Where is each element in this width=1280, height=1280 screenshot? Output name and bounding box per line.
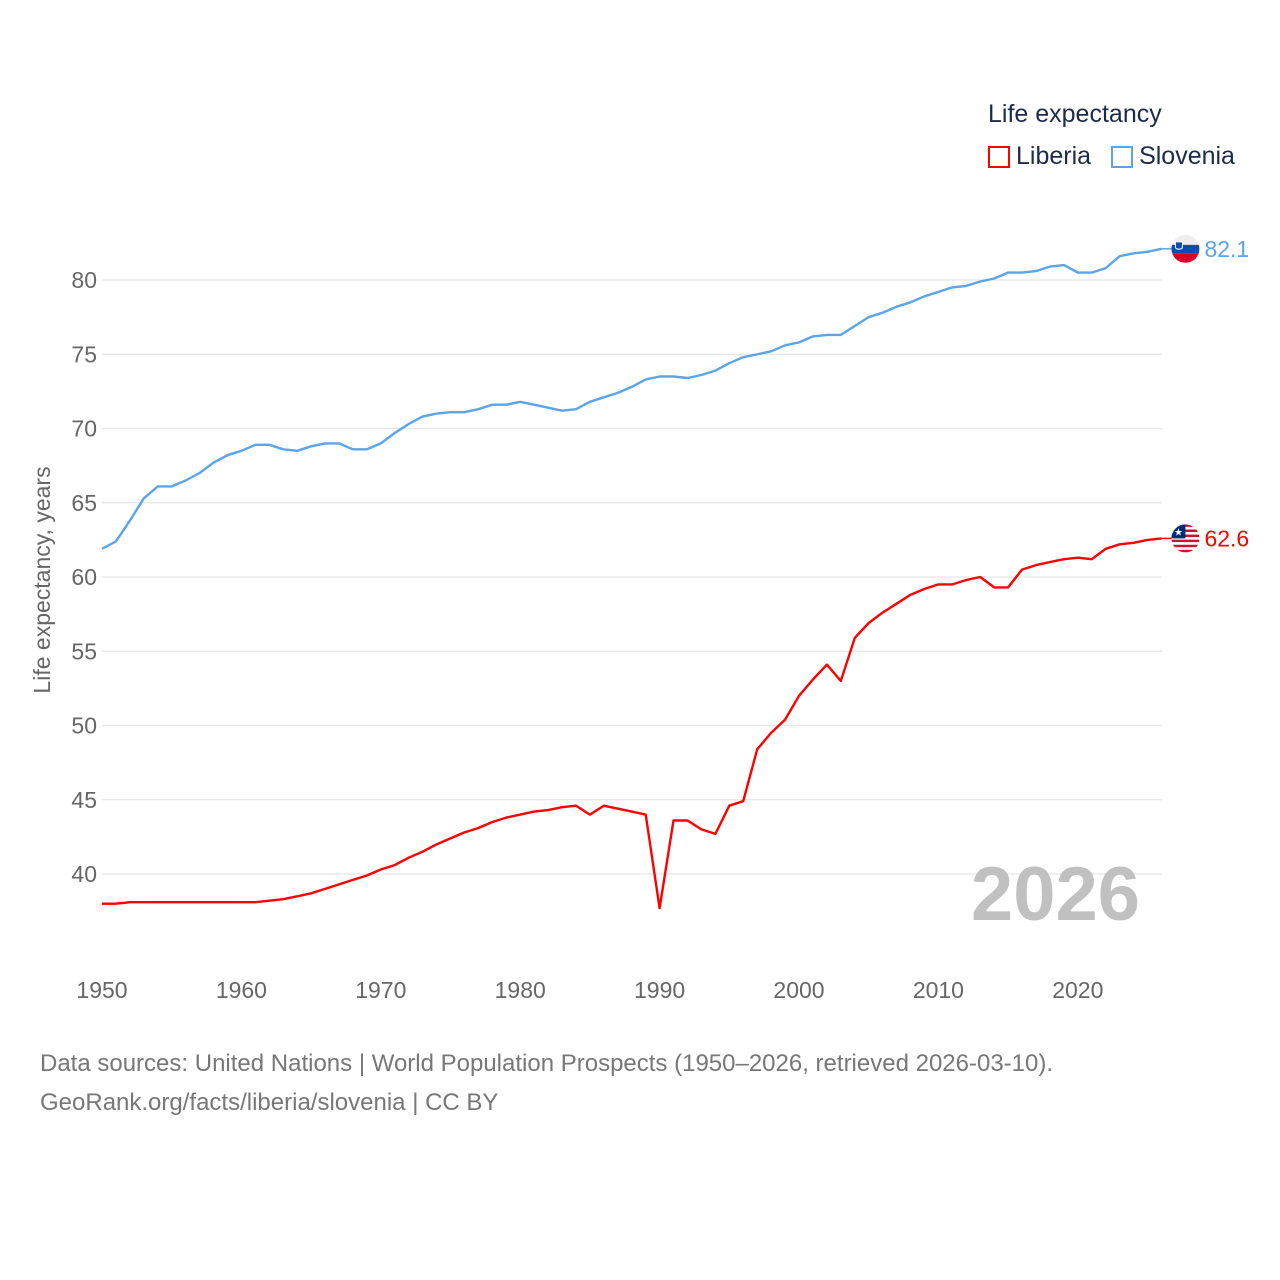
end-value-label-slovenia: 82.1 — [1204, 236, 1249, 262]
y-tick-label: 60 — [71, 564, 97, 590]
year-watermark: 2026 — [971, 852, 1140, 937]
svg-text:★: ★ — [1174, 527, 1183, 538]
y-tick-label: 70 — [71, 416, 97, 442]
x-tick-label: 2020 — [1052, 977, 1103, 1003]
legend-swatch-liberia — [988, 145, 1010, 168]
legend-item-liberia[interactable]: Liberia — [988, 142, 1091, 171]
x-tick-label: 1990 — [634, 977, 685, 1003]
x-tick-label: 1950 — [76, 977, 127, 1003]
slovenia-flag-icon — [1171, 234, 1200, 263]
footer: Data sources: United Nations | World Pop… — [40, 1044, 1053, 1122]
x-tick-label: 1960 — [216, 977, 267, 1003]
x-tick-label: 1970 — [355, 977, 406, 1003]
x-tick-label: 2010 — [913, 977, 964, 1003]
source-link[interactable]: GeoRank.org/facts/liberia/slovenia | CC … — [40, 1089, 499, 1116]
series-line-liberia — [102, 537, 1162, 910]
x-tick-label: 1980 — [495, 977, 546, 1003]
legend-item-slovenia[interactable]: Slovenia — [1111, 142, 1235, 171]
liberia-flag-icon: ★ — [1171, 524, 1200, 553]
legend-swatch-slovenia — [1111, 145, 1134, 168]
legend-title: Life expectancy — [988, 100, 1162, 128]
data-sources: Data sources: United Nations | World Pop… — [40, 1050, 1054, 1077]
y-tick-label: 55 — [71, 638, 97, 664]
legend-label-liberia: Liberia — [1016, 142, 1092, 170]
y-tick-label: 75 — [71, 341, 97, 367]
y-tick-label: 45 — [71, 787, 97, 813]
y-tick-label: 40 — [71, 861, 97, 887]
series-line-slovenia — [101, 247, 1162, 550]
legend: Liberia Slovenia — [988, 142, 1235, 171]
legend-label-slovenia: Slovenia — [1139, 142, 1235, 170]
y-tick-label: 65 — [71, 490, 97, 516]
y-tick-label: 50 — [71, 713, 97, 739]
y-axis-label: Life expectancy, years — [29, 466, 55, 693]
y-tick-label: 80 — [71, 267, 97, 293]
end-value-label-liberia: 62.6 — [1204, 525, 1249, 551]
x-tick-label: 2000 — [773, 977, 824, 1003]
